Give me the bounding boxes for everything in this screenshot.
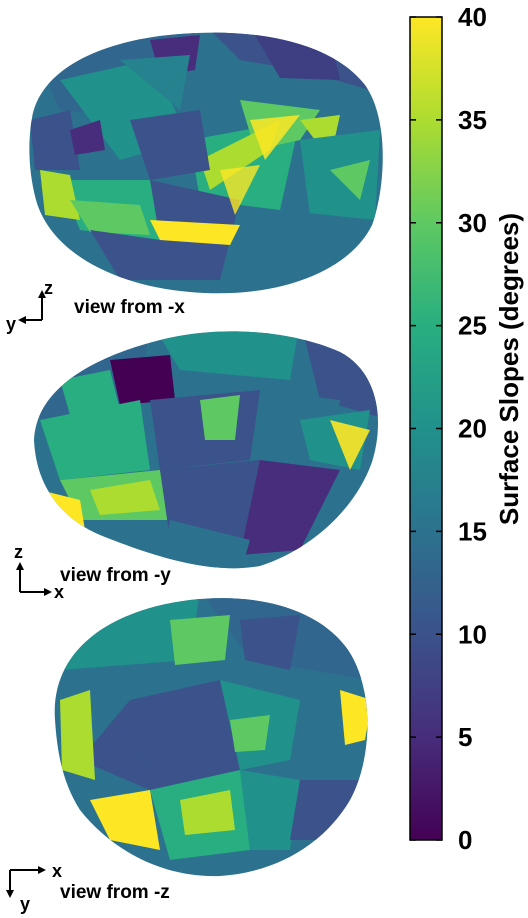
colorbar-tick-label: 25 xyxy=(458,311,487,341)
axis-label-horizontal: x xyxy=(54,582,64,602)
axis-indicator-view-z: x y xyxy=(6,861,62,914)
asteroid-view-x xyxy=(29,32,383,294)
axis-label-horizontal: y xyxy=(6,314,16,334)
colorbar-tick-label: 15 xyxy=(458,516,487,546)
colorbar-tick-label: 30 xyxy=(458,208,487,238)
colorbar: 0 5 10 15 20 25 30 35 40 Surface Slopes (degrees… xyxy=(409,2,524,855)
colorbar-tick-label: 0 xyxy=(458,825,472,855)
axis-label-horizontal: x xyxy=(52,861,62,881)
colorbar-tick-label: 5 xyxy=(458,722,472,752)
axis-indicator-view-x: z y xyxy=(6,278,53,334)
colorbar-tick-label: 10 xyxy=(458,619,487,649)
asteroid-view-y xyxy=(34,331,379,569)
view-label-z: view from -z xyxy=(60,882,170,903)
axis-label-vertical: z xyxy=(44,278,53,298)
axis-label-vertical: z xyxy=(14,542,23,562)
asteroid-view-z xyxy=(54,598,368,877)
axis-label-vertical: y xyxy=(20,894,30,914)
axis-indicator-view-y: z x xyxy=(14,542,64,602)
colorbar-tick-label: 35 xyxy=(458,105,487,135)
colorbar-title: Surface Slopes (degrees) xyxy=(494,213,524,525)
colorbar-tick-label: 40 xyxy=(458,2,487,32)
view-label-x: view from -x xyxy=(74,297,185,318)
colorbar-tick-label: 20 xyxy=(458,414,487,444)
view-label-y: view from -y xyxy=(60,565,171,586)
colorbar-ticks: 0 5 10 15 20 25 30 35 40 xyxy=(410,2,487,855)
